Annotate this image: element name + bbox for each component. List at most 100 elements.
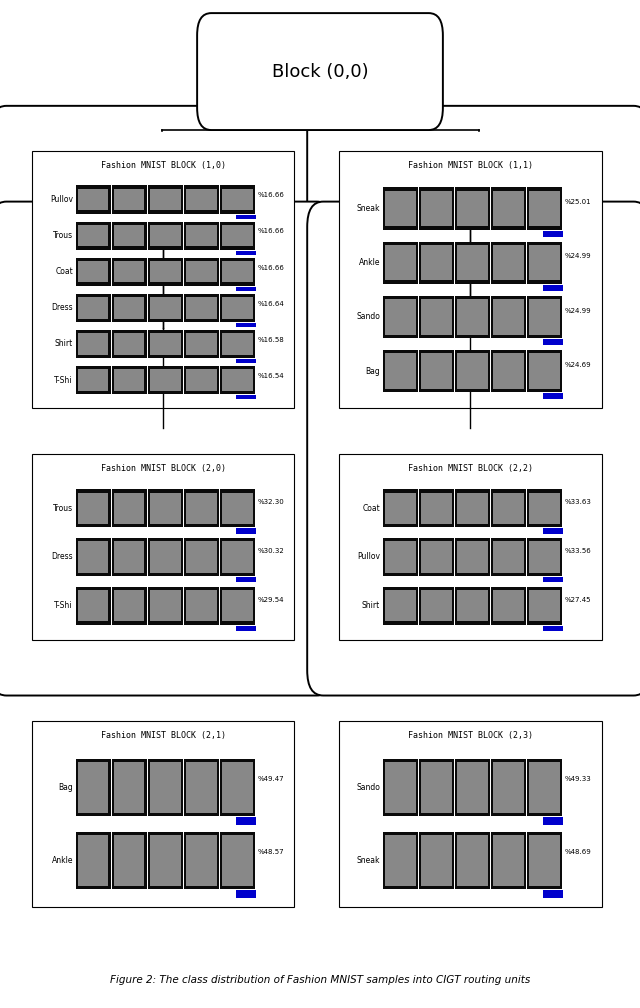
Bar: [220, 366, 255, 394]
Bar: [383, 350, 418, 392]
Text: Fashion MNIST BLOCK (2,1): Fashion MNIST BLOCK (2,1): [100, 731, 226, 740]
Text: Pullov: Pullov: [357, 552, 380, 561]
Bar: [543, 890, 563, 898]
Text: Coat: Coat: [362, 504, 380, 513]
Bar: [222, 225, 253, 246]
Bar: [491, 350, 526, 392]
Bar: [222, 334, 253, 355]
Text: Trous: Trous: [53, 504, 73, 513]
Bar: [419, 832, 454, 889]
Bar: [220, 587, 255, 625]
Bar: [385, 191, 415, 226]
Bar: [220, 222, 255, 250]
Bar: [419, 759, 454, 816]
Bar: [76, 185, 111, 214]
Bar: [529, 836, 560, 886]
Bar: [114, 590, 145, 621]
Bar: [419, 538, 454, 576]
Text: Fashion MNIST BLOCK (1,0): Fashion MNIST BLOCK (1,0): [100, 161, 226, 170]
Bar: [421, 493, 452, 524]
Bar: [148, 587, 183, 625]
Bar: [527, 832, 562, 889]
Bar: [543, 285, 563, 290]
Bar: [527, 587, 562, 625]
Bar: [455, 759, 490, 816]
Bar: [184, 185, 219, 214]
Text: %27.45: %27.45: [565, 597, 591, 603]
Bar: [111, 832, 147, 889]
Bar: [457, 836, 488, 886]
Bar: [150, 261, 180, 282]
Bar: [491, 759, 526, 816]
Bar: [184, 366, 219, 394]
Bar: [385, 590, 415, 621]
Text: %33.56: %33.56: [565, 548, 592, 554]
Text: %33.63: %33.63: [565, 500, 592, 505]
Bar: [114, 493, 145, 524]
Bar: [529, 590, 560, 621]
FancyBboxPatch shape: [0, 202, 333, 696]
Bar: [421, 762, 452, 812]
Text: Shirt: Shirt: [54, 340, 73, 349]
Bar: [455, 242, 490, 284]
Text: Shirt: Shirt: [362, 601, 380, 610]
Bar: [385, 299, 415, 335]
Bar: [76, 489, 111, 527]
Text: %16.66: %16.66: [258, 229, 285, 235]
Bar: [186, 369, 217, 391]
Text: Sneak: Sneak: [356, 856, 380, 865]
Bar: [220, 759, 255, 816]
Bar: [543, 231, 563, 237]
Bar: [491, 538, 526, 576]
Text: %25.01: %25.01: [565, 200, 592, 206]
Bar: [77, 762, 108, 812]
Text: %16.66: %16.66: [258, 264, 285, 270]
Bar: [236, 359, 256, 363]
Text: Bag: Bag: [58, 783, 73, 792]
Bar: [186, 188, 217, 211]
Bar: [421, 245, 452, 280]
Bar: [419, 489, 454, 527]
Bar: [150, 188, 180, 211]
Bar: [236, 577, 256, 583]
Bar: [76, 587, 111, 625]
Bar: [111, 185, 147, 214]
Bar: [543, 626, 563, 631]
Bar: [383, 295, 418, 338]
Bar: [220, 293, 255, 322]
Bar: [148, 258, 183, 286]
Text: Bag: Bag: [365, 367, 380, 376]
Bar: [543, 393, 563, 399]
Text: Dress: Dress: [51, 303, 73, 312]
Bar: [236, 626, 256, 631]
Bar: [222, 188, 253, 211]
Text: T-Shi: T-Shi: [54, 601, 73, 610]
Bar: [222, 836, 253, 886]
Bar: [186, 493, 217, 524]
Bar: [529, 541, 560, 573]
Text: %49.47: %49.47: [258, 776, 285, 782]
Bar: [455, 187, 490, 230]
Bar: [148, 293, 183, 322]
Bar: [76, 330, 111, 358]
Text: Fashion MNIST BLOCK (2,3): Fashion MNIST BLOCK (2,3): [408, 731, 533, 740]
Bar: [455, 350, 490, 392]
Bar: [220, 258, 255, 286]
Bar: [111, 258, 147, 286]
Bar: [184, 759, 219, 816]
Bar: [419, 295, 454, 338]
Bar: [184, 587, 219, 625]
Bar: [186, 334, 217, 355]
Bar: [150, 493, 180, 524]
Bar: [150, 590, 180, 621]
Bar: [150, 297, 180, 319]
Bar: [421, 541, 452, 573]
Bar: [77, 541, 108, 573]
Bar: [111, 759, 147, 816]
Bar: [493, 836, 524, 886]
Bar: [491, 295, 526, 338]
Bar: [114, 369, 145, 391]
Bar: [186, 225, 217, 246]
Bar: [543, 339, 563, 345]
Bar: [491, 587, 526, 625]
